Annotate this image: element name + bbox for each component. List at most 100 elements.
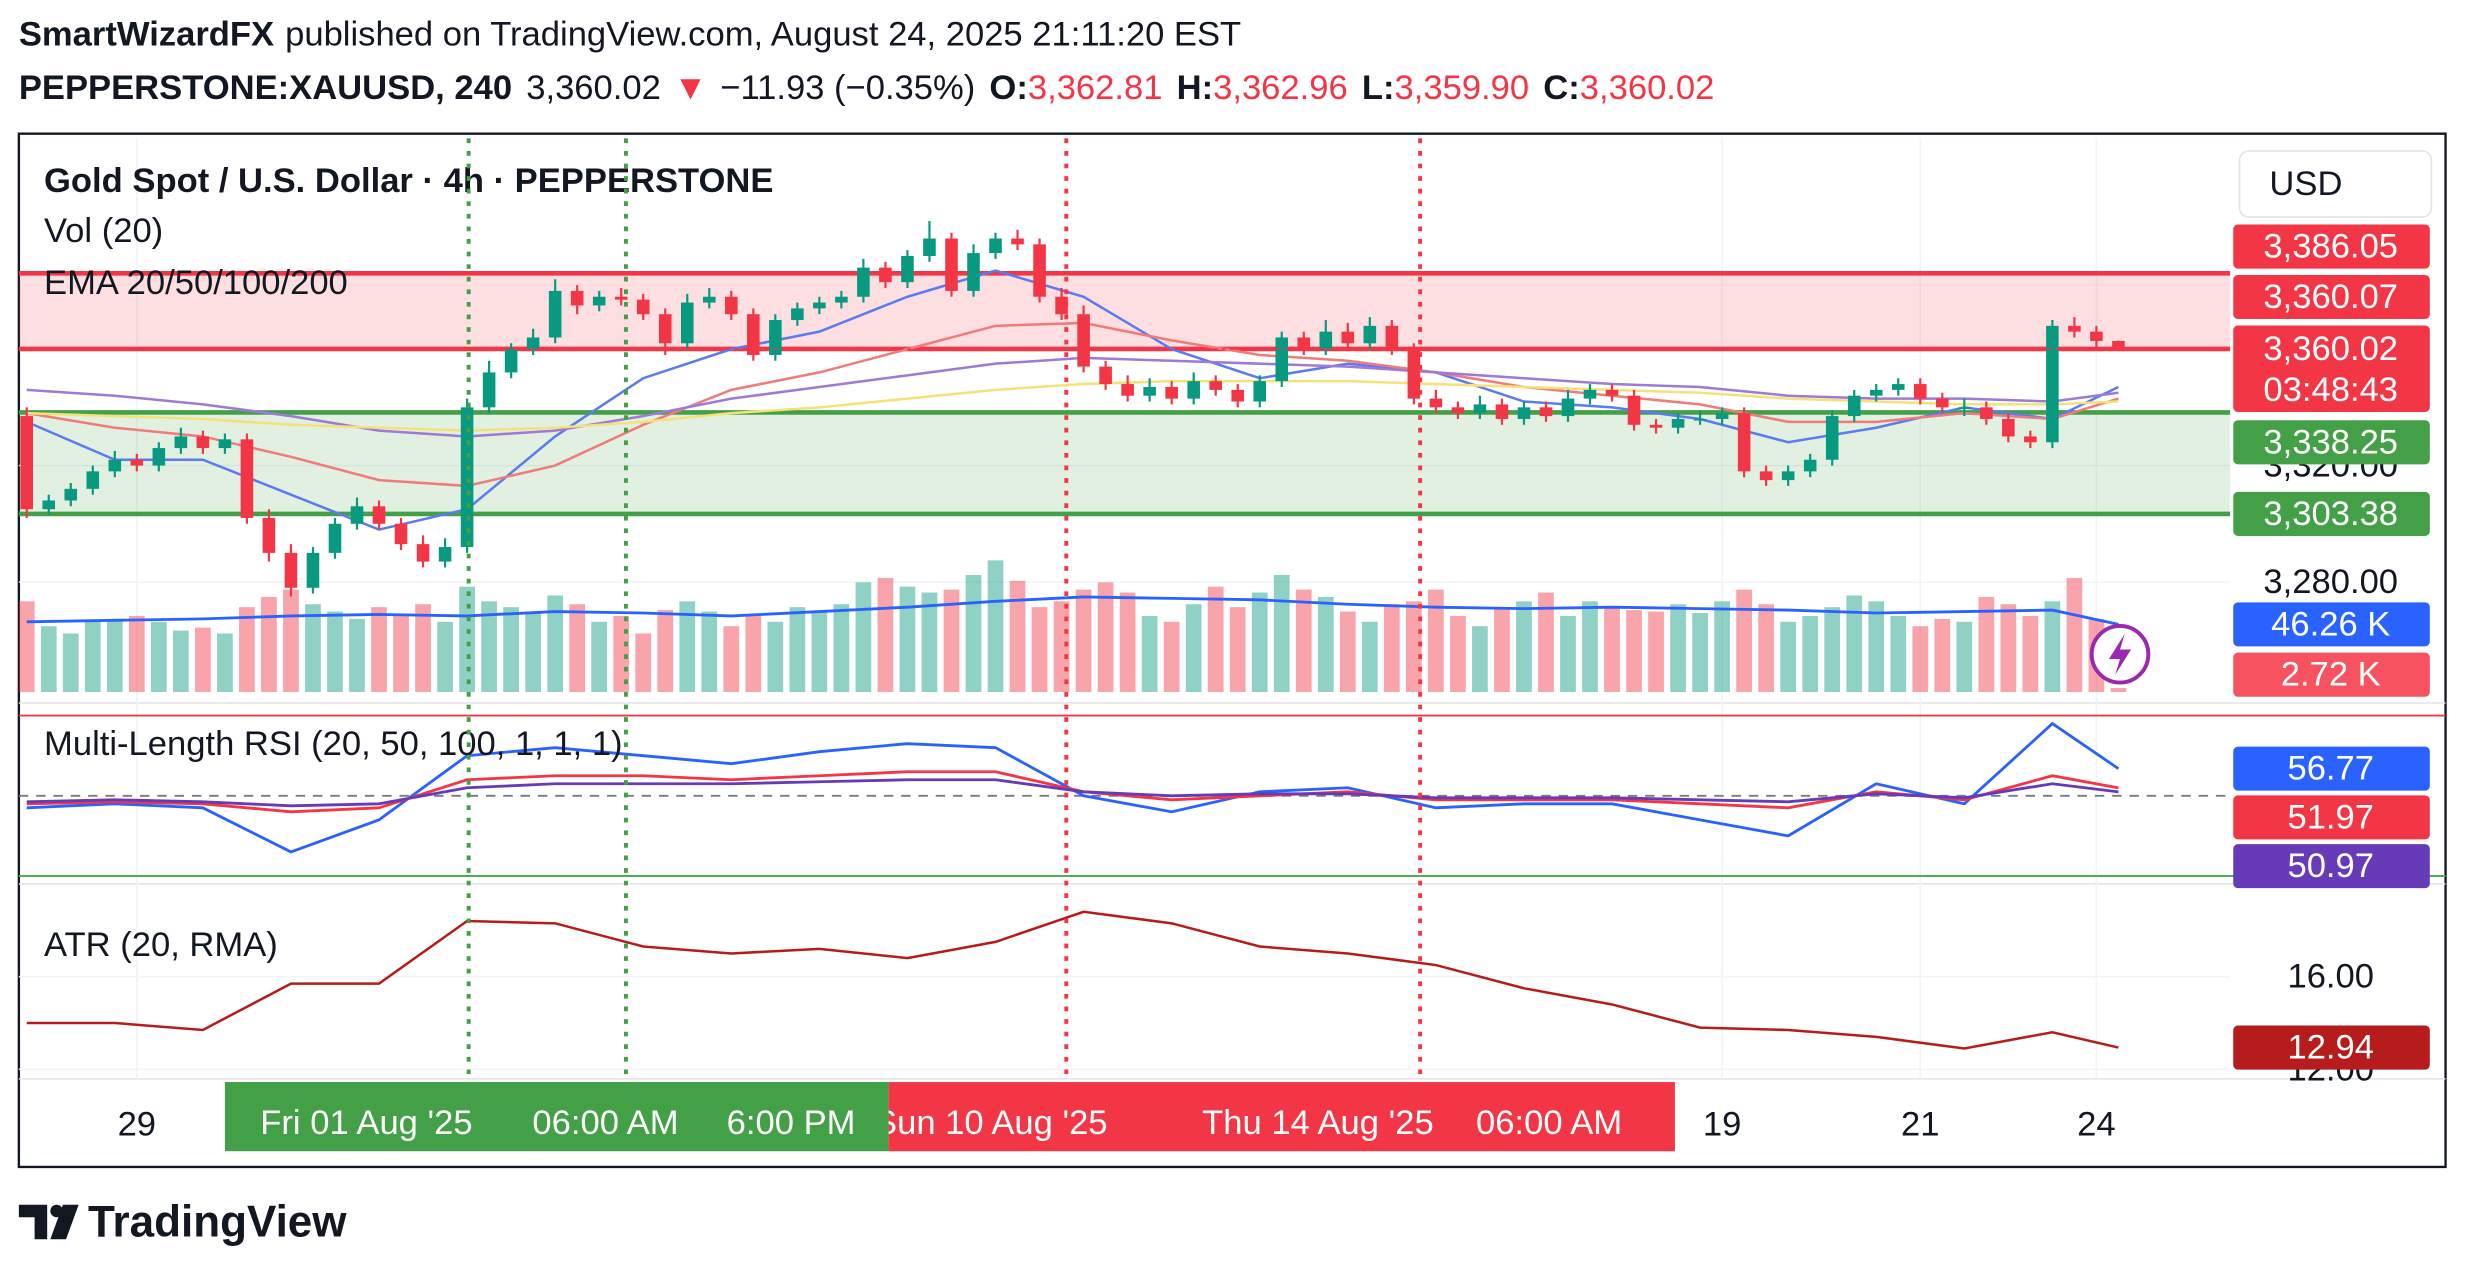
volume-bar bbox=[613, 615, 630, 692]
ohlc-value: 3,362.96 bbox=[1213, 69, 1348, 107]
candle-body bbox=[482, 372, 496, 408]
candle-body bbox=[372, 506, 386, 524]
candle-body bbox=[196, 436, 210, 449]
time-range-box bbox=[888, 1082, 1675, 1152]
candle-body bbox=[835, 296, 848, 303]
volume-bar bbox=[635, 633, 652, 692]
candle-body bbox=[86, 471, 100, 489]
volume-bar bbox=[172, 630, 189, 692]
volume-bar bbox=[899, 586, 916, 692]
volume-bar bbox=[503, 607, 519, 692]
candle-body bbox=[769, 320, 782, 355]
volume-bar bbox=[1229, 607, 1246, 692]
volume-bar bbox=[1846, 595, 1863, 692]
publish-line: SmartWizardFX published on TradingView.co… bbox=[19, 16, 1241, 54]
zone-label-box bbox=[2233, 275, 2430, 320]
volume-bar bbox=[1383, 604, 1400, 692]
volume-bar bbox=[40, 626, 57, 692]
volume-bar bbox=[305, 604, 321, 692]
candle-body bbox=[1715, 413, 1729, 419]
volume-bar bbox=[789, 607, 806, 692]
currency: USD bbox=[2269, 165, 2342, 203]
candle-body bbox=[504, 349, 518, 373]
volume-bar bbox=[1582, 601, 1598, 692]
candle-body bbox=[1869, 389, 1883, 396]
volume-bar bbox=[569, 604, 586, 692]
candle-body bbox=[328, 523, 342, 553]
candle-body bbox=[1517, 407, 1531, 419]
candle-body bbox=[1033, 244, 1046, 297]
zone-label: 3,360.07 bbox=[2263, 278, 2398, 316]
volume-bar bbox=[1604, 607, 1620, 692]
candle-body bbox=[989, 238, 1002, 254]
candle-body bbox=[1605, 389, 1619, 396]
volume-bar bbox=[1692, 613, 1708, 692]
zone bbox=[18, 273, 2231, 349]
logo-mark bbox=[18, 1204, 48, 1240]
candle-body bbox=[2024, 436, 2037, 443]
candle-body bbox=[570, 290, 584, 306]
candle-body bbox=[1693, 418, 1707, 421]
alert-icon[interactable] bbox=[2089, 623, 2151, 685]
candle-body bbox=[526, 337, 540, 350]
volume-bar bbox=[855, 582, 872, 692]
volume-bar bbox=[84, 621, 101, 692]
x-tick-label: 19 bbox=[1703, 1105, 1741, 1143]
volume-bar bbox=[745, 615, 762, 692]
y-tick-label: 3,280.00 bbox=[2263, 563, 2398, 601]
candle-body bbox=[306, 552, 320, 588]
rsi-label-box bbox=[2233, 844, 2430, 889]
volume-bar bbox=[965, 574, 982, 692]
candle-body bbox=[967, 253, 980, 291]
candle-body bbox=[284, 552, 298, 588]
zone-label: 3,303.38 bbox=[2263, 495, 2398, 533]
candle-body bbox=[592, 296, 606, 306]
candle-body bbox=[152, 448, 166, 466]
volume-bar bbox=[415, 604, 431, 692]
pane-title: Vol (20) bbox=[44, 212, 163, 250]
volume-bar bbox=[1405, 601, 1422, 692]
y-tick-label: 16.00 bbox=[2287, 958, 2374, 996]
candle-body bbox=[923, 238, 936, 256]
candle-body bbox=[1803, 459, 1817, 472]
series-line bbox=[26, 595, 2119, 626]
volume-bar bbox=[1802, 615, 1819, 692]
candle-body bbox=[1407, 349, 1421, 399]
candle-body bbox=[680, 302, 694, 344]
rsi-label: 50.97 bbox=[2287, 847, 2374, 885]
candle-body bbox=[1429, 398, 1443, 408]
volume-bar bbox=[1560, 615, 1576, 692]
volume-bar bbox=[833, 604, 850, 692]
ohlc-key: O: bbox=[989, 69, 1027, 107]
candle-body bbox=[857, 267, 870, 297]
alert-bolt bbox=[2108, 633, 2132, 675]
volume-bar bbox=[547, 595, 564, 692]
candle-body bbox=[1099, 366, 1112, 385]
volume-bar bbox=[106, 618, 123, 692]
pane-title: Gold Spot / U.S. Dollar · 4h · PEPPERSTO… bbox=[44, 162, 773, 200]
time-range-box bbox=[224, 1082, 889, 1152]
candle-body bbox=[1055, 296, 1068, 315]
candle-body bbox=[394, 523, 408, 545]
volume-bar bbox=[195, 627, 211, 692]
volume-bar bbox=[2000, 604, 2017, 692]
volume-bar bbox=[1119, 592, 1136, 692]
candle-body bbox=[1980, 407, 1993, 419]
time-range-label: 6:00 PM bbox=[727, 1104, 856, 1142]
volume-bar bbox=[1890, 615, 1907, 692]
candle-body bbox=[1297, 337, 1311, 350]
candle-body bbox=[1319, 331, 1333, 350]
logo: TradingView bbox=[18, 1197, 347, 1246]
volume-bar bbox=[1207, 586, 1224, 692]
candle-body bbox=[1231, 389, 1245, 402]
volume-bar bbox=[1670, 604, 1686, 692]
volume-bar bbox=[1934, 618, 1951, 692]
volume-bar bbox=[261, 596, 277, 692]
volume-bar bbox=[1758, 604, 1775, 692]
pane-title: EMA 20/50/100/200 bbox=[44, 264, 348, 302]
volume-bar bbox=[1273, 574, 1290, 692]
candle-body bbox=[813, 302, 826, 309]
candle-body bbox=[725, 296, 738, 315]
volume-bar bbox=[1714, 601, 1730, 692]
candle-body bbox=[218, 439, 232, 449]
